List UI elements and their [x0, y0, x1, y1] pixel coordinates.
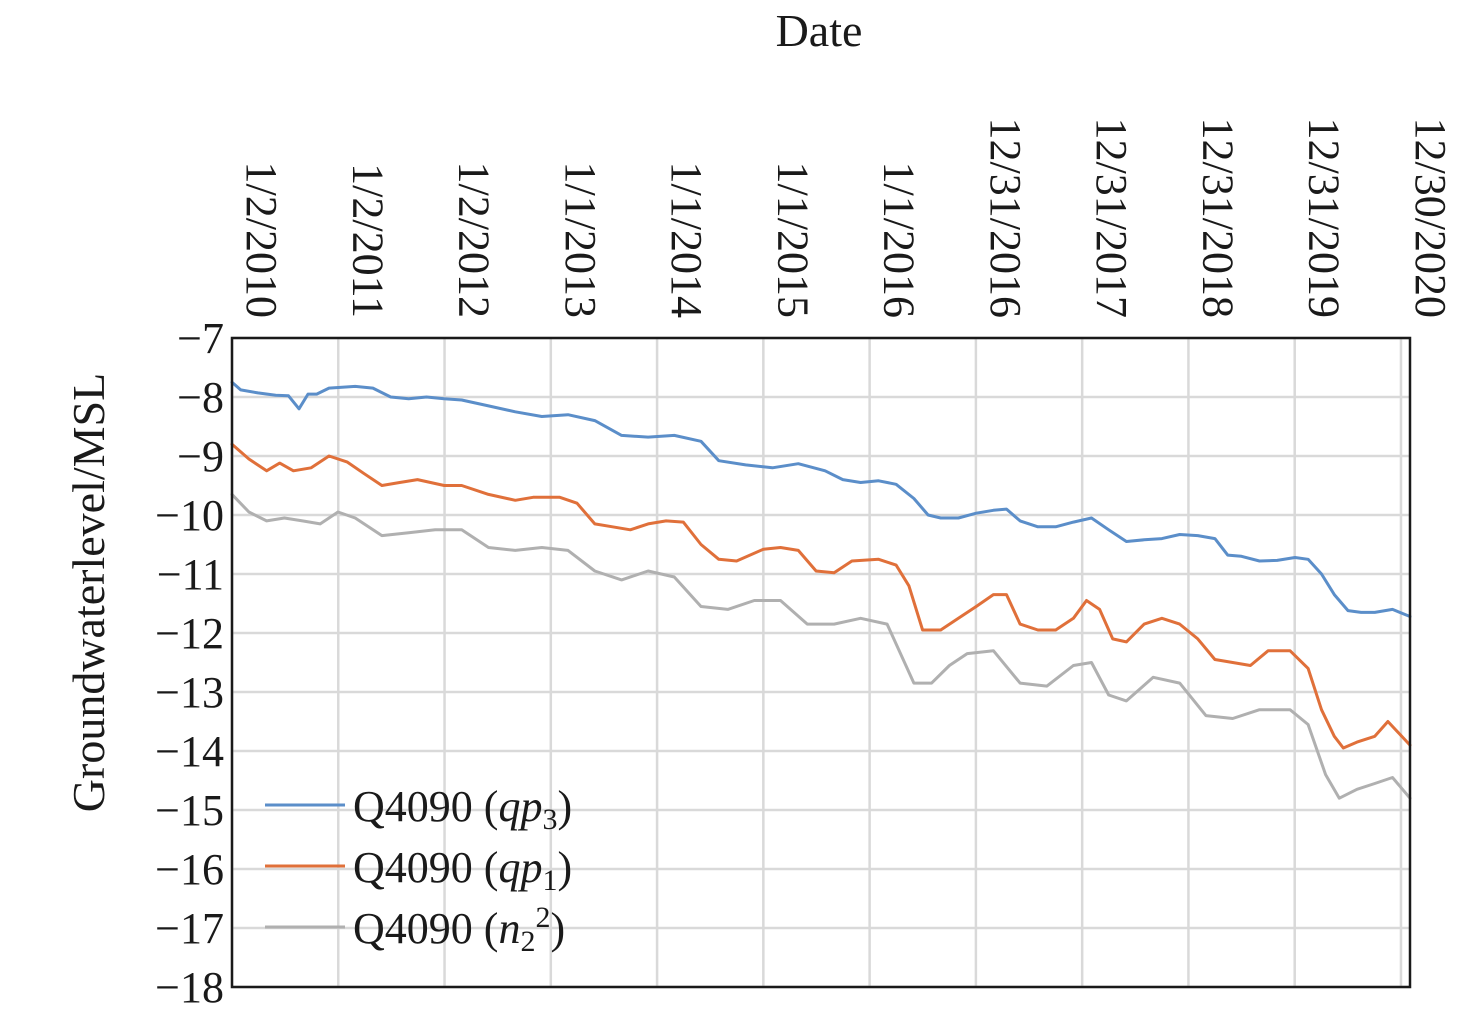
y-tick-label: −14 [155, 727, 224, 776]
y-tick-label: −16 [155, 845, 224, 894]
series-line-2 [230, 442, 1412, 750]
series-line-1 [230, 380, 1412, 618]
x-tick-label: 1/1/2015 [768, 162, 817, 318]
y-tick-label: −10 [155, 491, 224, 540]
y-tick-label: −13 [155, 668, 224, 717]
y-tick-label: −7 [177, 314, 224, 363]
legend-label: Q4090 (qp1) [353, 843, 572, 897]
y-tick-label: −11 [157, 550, 224, 599]
legend: Q4090 (qp3) Q4090 (qp1)Q4090 (n22) [265, 782, 572, 958]
x-tick-label: 1/1/2014 [662, 162, 711, 318]
x-tick-label: 1/2/2010 [237, 162, 286, 318]
x-tick-label: 12/30/2020 [1406, 118, 1455, 318]
legend-label: Q4090 (n22) [353, 901, 565, 958]
x-tick-label: 1/1/2013 [556, 162, 605, 318]
y-tick-labels: −7 −8 −9 −10 −11 −12 −13 −14 −15 −16 −17 −18 [155, 314, 224, 1012]
y-tick-label: −12 [155, 609, 224, 658]
y-axis-title: Groundwaterlevel/MSL [63, 373, 114, 812]
y-tick-label: −8 [177, 373, 224, 422]
plot-frame [230, 336, 1412, 989]
x-tick-label: 12/31/2018 [1193, 118, 1242, 318]
x-axis-title: Date [776, 5, 863, 56]
series-line-3 [230, 492, 1412, 800]
x-tick-labels: 1/2/2010 1/2/2011 1/2/2012 1/1/2013 1/1/2014… [237, 118, 1455, 318]
x-tick-label: 12/31/2019 [1300, 118, 1349, 318]
y-tick-label: −18 [155, 963, 224, 1012]
x-tick-label: 1/1/2016 [875, 162, 924, 318]
y-tick-label: −17 [155, 904, 224, 953]
y-tick-label: −9 [177, 432, 224, 481]
x-tick-label: 1/2/2012 [450, 162, 499, 318]
x-tick-label: 12/31/2017 [1087, 118, 1136, 318]
y-tick-label: −15 [155, 786, 224, 835]
legend-label: Q4090 (qp3) [353, 782, 572, 836]
x-tick-label: 1/2/2011 [343, 163, 392, 318]
x-tick-label: 12/31/2016 [981, 118, 1030, 318]
series-lines [230, 380, 1412, 800]
